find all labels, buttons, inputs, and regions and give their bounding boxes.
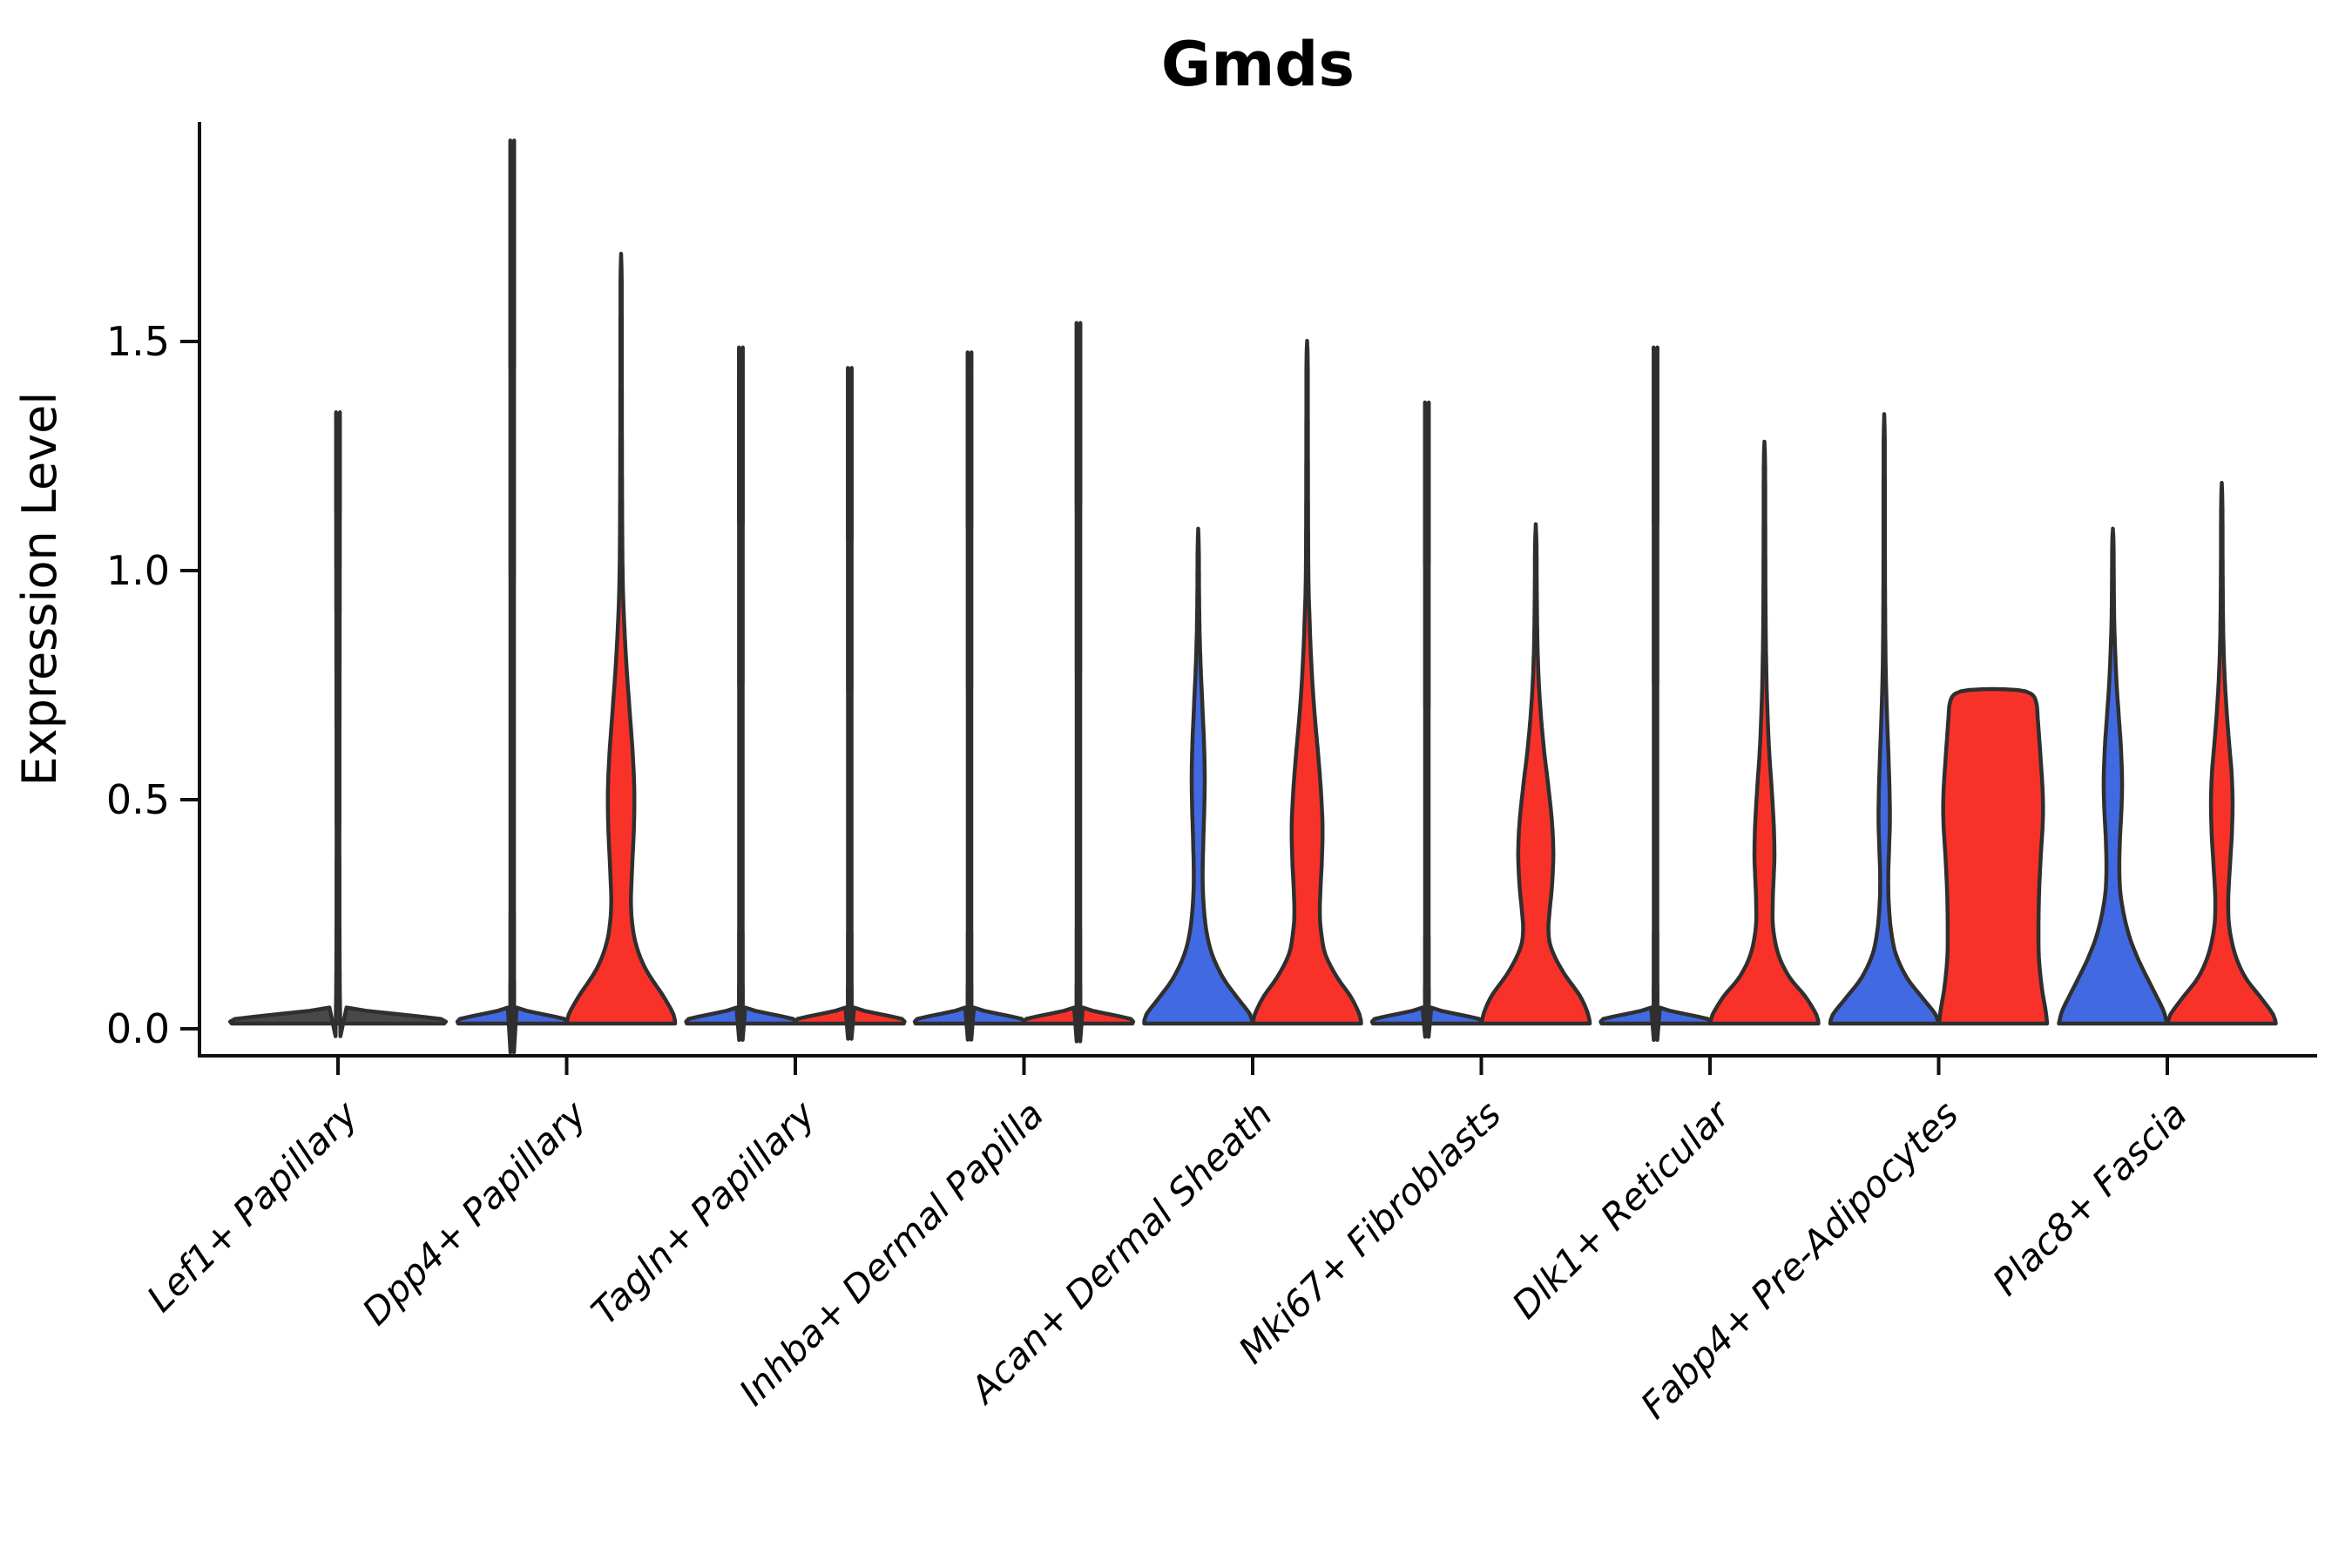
violin-tagln-papillary-left bbox=[684, 345, 798, 1043]
y-axis-label: Expression Level bbox=[12, 392, 67, 787]
y-tick-label-1-5: 1.5 bbox=[106, 318, 170, 365]
violin-fabp4-pre-adipocytes-right bbox=[1936, 686, 2050, 1026]
violin-dpp4-papillary-left bbox=[455, 139, 570, 1055]
violin-dlk1-reticular-left bbox=[1598, 345, 1713, 1043]
violin-plac8-fascia-right bbox=[2166, 481, 2278, 1026]
violin-mki67-fibroblasts-left bbox=[1369, 400, 1484, 1039]
y-tick-label-1-0: 1.0 bbox=[106, 547, 170, 594]
y-tick-label-0-5: 0.5 bbox=[106, 776, 170, 823]
x-tick-label-tagln-papillary: Tagln+ Papillary bbox=[583, 1092, 824, 1334]
violin-acan-dermal-sheath-left bbox=[1142, 526, 1254, 1026]
violin-inhba-dermal-papilla-right bbox=[1021, 321, 1136, 1044]
violin-acan-dermal-sheath-right bbox=[1251, 339, 1363, 1026]
y-tick-label-0: 0.0 bbox=[106, 1005, 170, 1052]
chart-title: Gmds bbox=[1161, 29, 1355, 100]
x-tick-label-plac8-fascia: Plac8+ Fascia bbox=[1984, 1092, 2195, 1303]
violin-fabp4-pre-adipocytes-left bbox=[1828, 412, 1941, 1026]
x-tick-label-dlk1-reticular: Dlk1+ Reticular bbox=[1504, 1091, 1740, 1327]
violin-dpp4-papillary-right bbox=[564, 252, 678, 1026]
violin-mki67-fibroblasts-right bbox=[1479, 522, 1592, 1026]
x-tick-label-dpp4-papillary: Dpp4+ Papillary bbox=[354, 1092, 595, 1334]
violin-inhba-dermal-papilla-left bbox=[912, 350, 1027, 1042]
violin-layer bbox=[227, 139, 2278, 1055]
violin-tagln-papillary-right bbox=[793, 366, 907, 1041]
violin-plac8-fascia-left bbox=[2057, 526, 2169, 1026]
x-tick-label-lef1-papillary: Lef1+ Papillary bbox=[139, 1092, 367, 1321]
x-tick-label-mki67-fibroblasts: Mki67+ Fibroblasts bbox=[1230, 1092, 1509, 1371]
violin-lef1-papillary-single bbox=[227, 410, 449, 1038]
violin-dlk1-reticular-right bbox=[1708, 439, 1821, 1026]
